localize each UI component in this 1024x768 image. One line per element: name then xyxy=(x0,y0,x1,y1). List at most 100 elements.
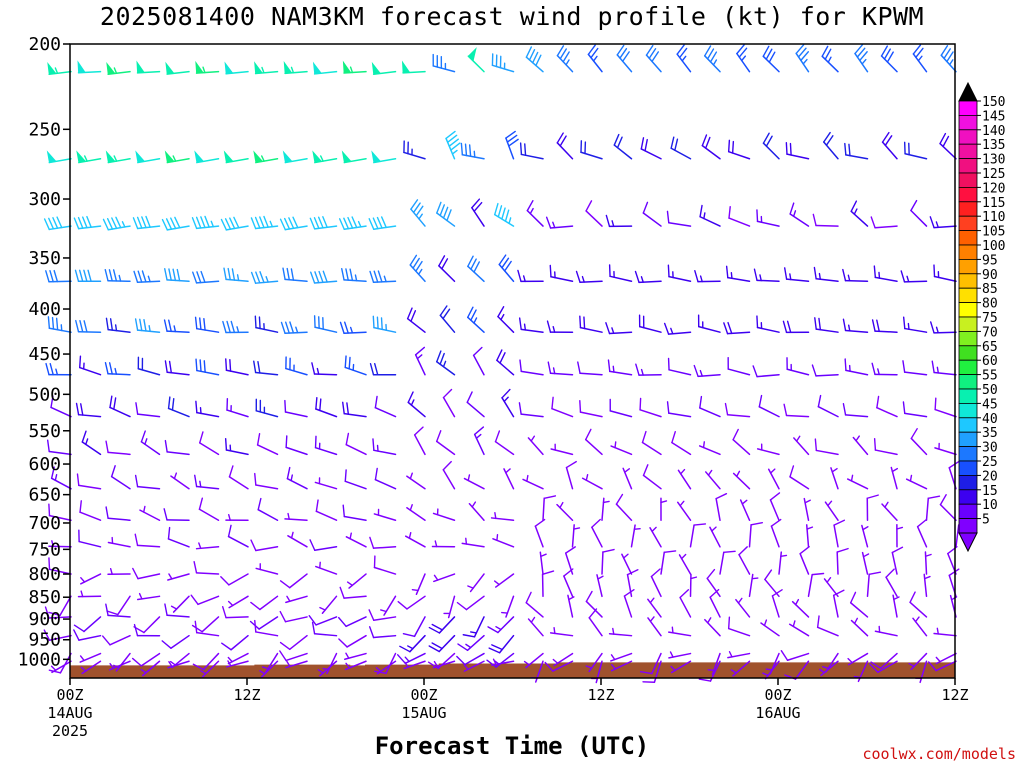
wind-barb xyxy=(697,314,721,333)
chart-title: 2025081400 NAM3KM forecast wind profile … xyxy=(99,2,925,31)
wind-barb xyxy=(869,660,898,673)
wind-barb xyxy=(106,595,131,616)
wind-barb xyxy=(282,150,308,164)
wind-barb xyxy=(45,362,72,376)
wind-barb xyxy=(45,269,72,283)
wind-barb xyxy=(167,573,190,581)
colorbar-swatch xyxy=(958,330,978,347)
colorbar-label: 90 xyxy=(982,268,998,283)
wind-barb xyxy=(102,216,131,231)
wind-barb xyxy=(601,548,615,575)
wind-barb xyxy=(667,357,692,376)
wind-barb xyxy=(727,651,751,659)
wind-barb xyxy=(285,660,308,669)
wind-barb xyxy=(161,634,190,649)
wind-barb xyxy=(550,443,574,456)
wind-barb xyxy=(689,523,707,548)
wind-barb xyxy=(880,45,898,73)
wind-barb xyxy=(934,442,957,456)
wind-barb xyxy=(442,388,456,418)
colorbar-label: 25 xyxy=(982,455,998,470)
wind-barb xyxy=(313,315,338,333)
wind-barb xyxy=(753,268,780,283)
wind-barb xyxy=(164,603,190,618)
wind-barb xyxy=(902,316,928,333)
wind-barb xyxy=(255,563,279,575)
wind-barb xyxy=(732,428,751,456)
wind-barb xyxy=(402,616,426,638)
wind-barb xyxy=(50,466,72,490)
wind-barb xyxy=(161,216,190,231)
wind-barb xyxy=(342,60,367,74)
wind-barb xyxy=(368,216,397,230)
wind-barb xyxy=(467,47,485,73)
wind-barb xyxy=(671,430,692,456)
wind-barb xyxy=(908,652,928,671)
wind-barb xyxy=(280,321,308,335)
wind-barb xyxy=(380,595,397,616)
wind-barb xyxy=(445,130,461,160)
wind-barb xyxy=(368,609,397,622)
wind-barb xyxy=(905,474,928,490)
wind-barb xyxy=(934,397,957,418)
wind-barb xyxy=(73,616,102,633)
wind-barb xyxy=(832,589,845,618)
wind-barb xyxy=(699,204,721,227)
colorbar-label: 115 xyxy=(982,196,1005,211)
wind-barb xyxy=(638,314,662,333)
wind-barb xyxy=(254,619,279,637)
colorbar-label: 95 xyxy=(982,253,998,268)
wind-barb xyxy=(730,660,751,677)
wind-barb xyxy=(786,357,810,376)
wind-barb xyxy=(791,598,810,618)
wind-barb xyxy=(649,526,662,548)
wind-barb xyxy=(279,634,308,651)
wind-barb xyxy=(607,359,633,376)
wind-barb xyxy=(104,361,131,376)
wind-barb xyxy=(345,532,367,548)
wind-barb xyxy=(74,269,102,283)
wind-barb xyxy=(736,44,751,73)
wind-barb xyxy=(616,44,633,73)
wind-barb xyxy=(462,616,485,638)
wind-barb xyxy=(527,435,544,456)
wind-barb xyxy=(575,270,603,284)
wind-barb xyxy=(76,473,102,490)
wind-barb xyxy=(715,492,728,521)
colorbar-swatch xyxy=(958,460,978,476)
wind-barb xyxy=(192,270,220,284)
wind-barb xyxy=(254,472,279,490)
wind-barb xyxy=(250,595,279,611)
wind-barb xyxy=(200,660,220,678)
colorbar-swatch xyxy=(958,518,978,534)
colorbar-swatch xyxy=(958,129,978,145)
wind-barb xyxy=(319,595,338,614)
x-tick-label: 16AUG xyxy=(755,704,800,722)
wind-barb xyxy=(622,467,633,490)
credit-link[interactable]: coolwx.com/models xyxy=(862,745,1016,763)
colorbar-swatch xyxy=(958,316,978,332)
wind-barb xyxy=(635,363,662,376)
wind-barb xyxy=(341,268,367,283)
wind-barb xyxy=(767,468,780,490)
colorbar-label: 70 xyxy=(982,325,998,340)
wind-barb xyxy=(257,497,279,521)
wind-barb xyxy=(137,356,161,376)
wind-barb xyxy=(436,201,456,227)
wind-barb xyxy=(167,526,190,548)
colorbar-label: 85 xyxy=(982,282,998,297)
wind-barb xyxy=(698,441,721,456)
wind-barb xyxy=(163,508,190,521)
wind-barb xyxy=(789,465,810,490)
wind-barb xyxy=(496,349,515,376)
wind-barb xyxy=(870,216,898,229)
wind-barb xyxy=(344,469,367,490)
wind-barb xyxy=(824,500,839,521)
wind-barb xyxy=(279,573,308,589)
wind-barb xyxy=(132,567,161,580)
wind-barb xyxy=(226,398,249,418)
wind-barb xyxy=(79,500,102,521)
colorbar-swatch xyxy=(958,474,978,491)
wind-barb xyxy=(762,45,780,73)
colorbar-label: 80 xyxy=(982,297,998,312)
